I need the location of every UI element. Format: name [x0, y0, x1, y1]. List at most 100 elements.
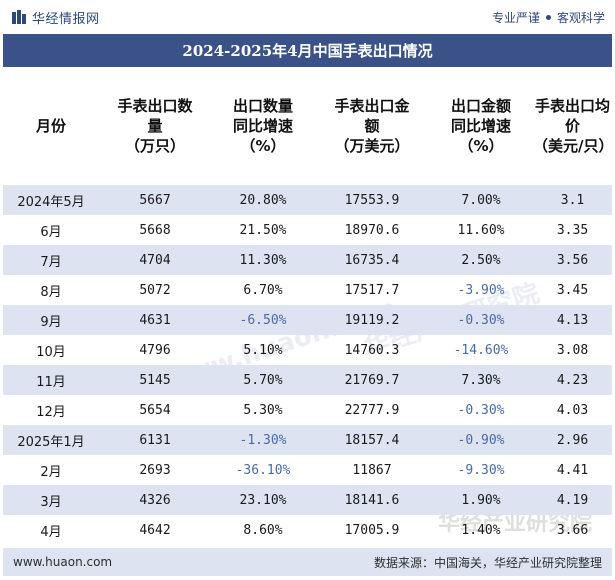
header-amount-yoy: 出口金额 同比增速 （%）	[450, 97, 511, 155]
amount-yoy-cell: 7.00%	[461, 192, 501, 208]
table-row: 2024年5月 5667 20.80% 17553.9 7.00% 3.1	[3, 185, 612, 215]
amount-cell: 14760.3	[344, 342, 400, 358]
price-cell: 3.08	[556, 342, 589, 358]
table-row: 6月 5668 21.50% 18970.6 11.60% 3.35	[3, 215, 612, 245]
qty-yoy-cell: 8.60%	[243, 522, 283, 538]
qty-cell: 4642	[139, 522, 171, 538]
qty-yoy-cell: 11.30%	[239, 252, 287, 268]
dot-icon	[545, 14, 551, 20]
qty-cell: 5072	[139, 282, 171, 298]
header-price: 手表出口均 价 （美元/只）	[533, 97, 614, 155]
price-cell: 4.19	[556, 492, 589, 508]
header-qty-yoy: 出口数量 同比增速 （%）	[232, 97, 293, 155]
qty-yoy-cell: 20.80%	[239, 192, 287, 208]
huajing-logo-icon	[12, 10, 26, 24]
amount-yoy-cell: -3.90%	[457, 282, 505, 298]
top-bar: 华经情报网 专业严谨 客观科学	[0, 0, 615, 34]
amount-yoy-cell: 7.30%	[461, 372, 501, 388]
month-cell: 2025年1月	[17, 434, 85, 450]
data-table: 月份 手表出口数 量 （万只） 出口数量 同比增速 （%） 手表出口金 额 （万…	[3, 67, 614, 545]
amount-yoy-cell: -14.60%	[453, 342, 509, 358]
price-cell: 3.35	[556, 222, 589, 238]
qty-yoy-cell: 6.70%	[243, 282, 283, 298]
price-cell: 2.96	[556, 432, 589, 448]
month-cell: 3月	[40, 494, 62, 510]
amount-yoy-cell: 11.60%	[457, 222, 505, 238]
price-cell: 3.1	[560, 192, 585, 208]
table-row: 3月 4326 23.10% 18141.6 1.90% 4.19	[3, 485, 612, 515]
month-cell: 11月	[36, 374, 66, 390]
header-month: 月份	[35, 117, 66, 135]
month-cell: 10月	[36, 344, 66, 360]
table-body: 2024年5月 5667 20.80% 17553.9 7.00% 3.1 6月 5668 21…	[3, 185, 612, 545]
month-cell: 4月	[40, 524, 62, 540]
amount-cell: 18141.6	[344, 492, 400, 508]
qty-cell: 4704	[139, 252, 171, 268]
price-cell: 4.23	[556, 372, 589, 388]
qty-yoy-cell: 21.50%	[239, 222, 287, 238]
amount-cell: 21769.7	[344, 372, 400, 388]
qty-yoy-cell: 23.10%	[239, 492, 287, 508]
amount-cell: 22777.9	[344, 402, 400, 418]
qty-yoy-cell: 5.70%	[243, 372, 283, 388]
amount-yoy-cell: -9.30%	[457, 462, 505, 478]
price-cell: 3.56	[556, 252, 589, 268]
month-cell: 7月	[40, 254, 62, 270]
footer-source: 数据来源：中国海关，华经产业研究院整理	[373, 555, 602, 570]
amount-cell: 18970.6	[344, 222, 400, 238]
month-cell: 8月	[40, 284, 62, 300]
qty-cell: 5145	[139, 372, 171, 388]
footer-website: www.huaon.com	[13, 555, 113, 569]
price-cell: 3.66	[556, 522, 589, 538]
month-cell: 6月	[40, 224, 62, 240]
qty-yoy-cell: 5.10%	[243, 342, 283, 358]
qty-cell: 4796	[139, 342, 171, 358]
title-bar: 2024-2025年4月中国手表出口情况	[3, 34, 612, 67]
qty-yoy-cell: -36.10%	[235, 462, 291, 478]
table-row: 9月 4631 -6.50% 19119.2 -0.30% 4.13	[3, 305, 612, 335]
amount-yoy-cell: -0.90%	[457, 432, 505, 448]
qty-yoy-cell: -1.30%	[239, 432, 287, 448]
footer: www.huaon.com 数据来源：中国海关，华经产业研究院整理	[3, 548, 612, 576]
qty-yoy-cell: 5.30%	[243, 402, 283, 418]
table-row: 7月 4704 11.30% 16735.4 2.50% 3.56	[3, 245, 612, 275]
table-row: 12月 5654 5.30% 22777.9 -0.30% 4.03	[3, 395, 612, 425]
qty-cell: 4631	[139, 312, 171, 328]
amount-cell: 17517.7	[344, 282, 400, 298]
brand: 华经情报网	[12, 8, 100, 27]
amount-cell: 16735.4	[344, 252, 400, 268]
month-cell: 2月	[40, 464, 62, 480]
price-cell: 4.41	[556, 462, 589, 478]
amount-cell: 17005.9	[344, 522, 400, 538]
qty-cell: 2693	[139, 462, 171, 478]
month-cell: 12月	[36, 404, 66, 420]
slogan-left: 专业严谨	[491, 10, 540, 25]
qty-cell: 4326	[139, 492, 171, 508]
table-row: 2月 2693 -36.10% 11867 -9.30% 4.41	[3, 455, 612, 485]
qty-yoy-cell: -6.50%	[239, 312, 287, 328]
amount-cell: 11867	[352, 462, 392, 478]
slogan: 专业严谨 客观科学	[492, 9, 605, 26]
table-header-row: 月份 手表出口数 量 （万只） 出口数量 同比增速 （%） 手表出口金 额 （万…	[3, 67, 614, 185]
price-cell: 4.13	[556, 312, 589, 328]
table-row: 4月 4642 8.60% 17005.9 1.40% 3.66	[3, 515, 612, 545]
amount-yoy-cell: 2.50%	[461, 252, 501, 268]
brand-name: 华经情报网	[32, 11, 100, 27]
table-row: 8月 5072 6.70% 17517.7 -3.90% 3.45	[3, 275, 612, 305]
table-row: 11月 5145 5.70% 21769.7 7.30% 4.23	[3, 365, 612, 395]
month-cell: 9月	[40, 314, 62, 330]
amount-yoy-cell: 1.40%	[461, 522, 501, 538]
qty-cell: 5668	[139, 222, 171, 238]
qty-cell: 5654	[139, 402, 171, 418]
table-row: 2025年1月 6131 -1.30% 18157.4 -0.90% 2.96	[3, 425, 612, 455]
amount-cell: 18157.4	[344, 432, 400, 448]
price-cell: 3.45	[556, 282, 589, 298]
amount-cell: 17553.9	[344, 192, 400, 208]
price-cell: 4.03	[556, 402, 589, 418]
qty-cell: 6131	[139, 432, 171, 448]
amount-yoy-cell: -0.30%	[457, 312, 505, 328]
amount-yoy-cell: 1.90%	[461, 492, 501, 508]
header-amount: 手表出口金 额 （万美元）	[334, 97, 410, 155]
month-cell: 2024年5月	[17, 194, 85, 210]
slogan-right: 客观科学	[556, 10, 605, 25]
